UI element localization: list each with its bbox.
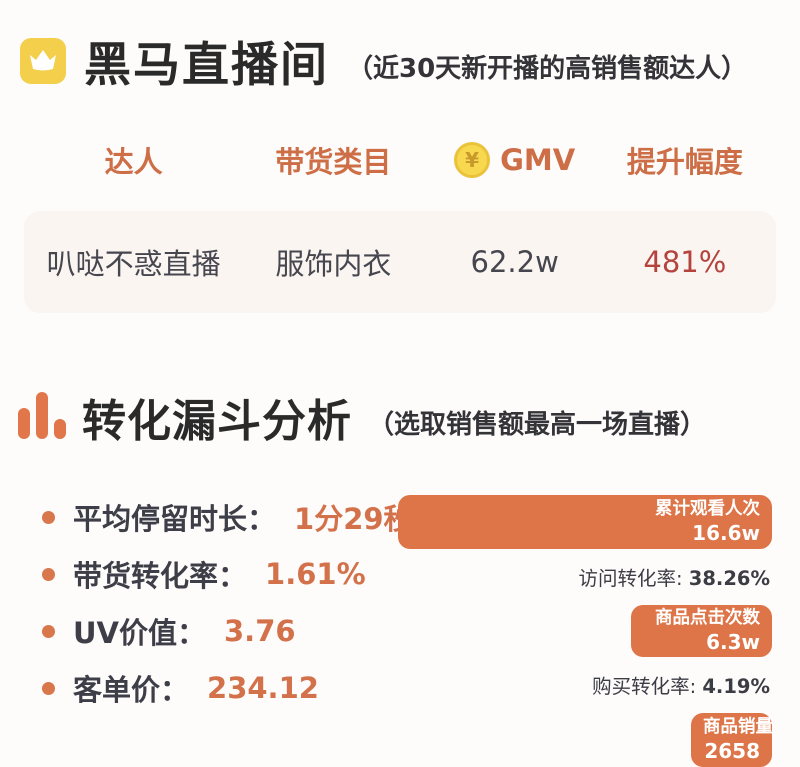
metric-uv-value: UV价值： 3.76 — [42, 611, 398, 651]
metric-value: 1分29秒 — [294, 502, 413, 536]
stage-label: 商品销量 — [703, 717, 773, 738]
metric-value: 1.61% — [265, 557, 366, 591]
yen-coin-icon: ¥ — [454, 142, 491, 178]
conversion-visit: 访问转化率: 38.26% — [578, 567, 771, 590]
bullet-dot-icon — [42, 510, 55, 524]
funnel-chart: 累计观看人次 16.6w 访问转化率: 38.26% 商品点击次数 6.3w 购… — [398, 495, 773, 767]
bullet-dot-icon — [42, 624, 55, 638]
crown-icon — [20, 37, 66, 84]
metric-value: 3.76 — [224, 614, 296, 648]
metric-conversion-rate: 带货转化率： 1.61% — [42, 554, 398, 594]
page-subtitle: （近30天新开播的高销售额达人） — [347, 54, 748, 84]
yen-glyph: ¥ — [465, 148, 480, 172]
metric-value: 234.12 — [207, 671, 319, 705]
darkhorse-table: 达人 带货类目 ¥ GMV 提升幅度 叭哒不惑直播 服饰内衣 62.2w 481… — [0, 139, 800, 313]
stage-label: 累计观看人次 — [655, 499, 760, 520]
stage-value: 2658 — [704, 738, 760, 763]
table-header-row: 达人 带货类目 ¥ GMV 提升幅度 — [30, 139, 770, 181]
col-header-category: 带货类目 — [275, 145, 392, 179]
stage-value: 16.6w — [692, 520, 760, 545]
col-header-gmv: ¥ GMV — [430, 142, 600, 178]
funnel-section-header: 转化漏斗分析 （选取销售额最高一场直播） — [18, 385, 776, 449]
funnel-body: 平均停留时长： 1分29秒 带货转化率： 1.61% UV价值： 3.76 客单… — [0, 495, 800, 767]
metric-avg-stay: 平均停留时长： 1分29秒 — [42, 497, 413, 537]
table-row: 叭哒不惑直播 服饰内衣 62.2w 481% — [24, 211, 776, 313]
funnel-section-title: 转化漏斗分析 — [82, 396, 352, 447]
bullet-dot-icon — [42, 681, 55, 695]
funnel-stage-sales: 商品销量 2658 — [691, 713, 773, 767]
conversion-purchase: 购买转化率: 4.19% — [592, 675, 770, 698]
cell-growth: 481% — [643, 245, 727, 279]
metric-label: UV价值： — [73, 616, 206, 650]
stage-value: 6.3w — [706, 629, 760, 654]
page-title: 黑马直播间 — [84, 38, 329, 93]
funnel-stage-views: 累计观看人次 16.6w — [398, 495, 772, 549]
metric-label: 客单价： — [73, 673, 190, 707]
funnel-section-subtitle: （选取销售额最高一场直播） — [368, 409, 707, 440]
metric-list: 平均停留时长： 1分29秒 带货转化率： 1.61% UV价值： 3.76 客单… — [42, 495, 413, 767]
funnel-stage-clicks: 商品点击次数 6.3w — [631, 605, 772, 657]
gmv-label: GMV — [500, 143, 576, 177]
stage-label: 商品点击次数 — [655, 608, 760, 629]
metric-label: 带货转化率： — [73, 559, 248, 593]
cell-gmv: 62.2w — [470, 245, 559, 279]
hero-header: 黑马直播间 （近30天新开播的高销售额达人） — [0, 0, 800, 95]
col-header-growth: 提升幅度 — [626, 145, 743, 179]
funnel-section: 转化漏斗分析 （选取销售额最高一场直播） 平均停留时长： 1分29秒 带货转化率… — [0, 385, 800, 767]
bar-chart-icon — [18, 392, 66, 442]
cell-daren: 叭哒不惑直播 — [46, 247, 221, 281]
cell-category: 服饰内衣 — [275, 247, 392, 281]
metric-label: 平均停留时长： — [73, 502, 277, 536]
bullet-dot-icon — [42, 567, 55, 581]
metric-avg-order: 客单价： 234.12 — [42, 668, 398, 708]
col-header-daren: 达人 — [104, 145, 163, 179]
